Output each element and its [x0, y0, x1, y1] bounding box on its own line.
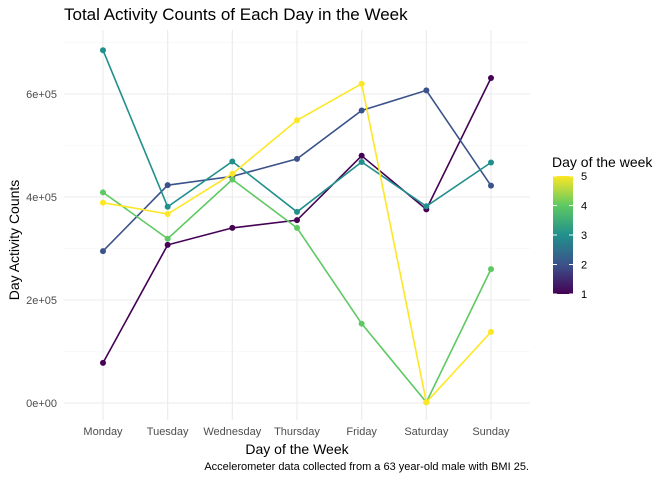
data-point [294, 155, 300, 162]
data-point [100, 47, 106, 54]
data-point [164, 210, 171, 217]
y-tick-label: 6e+05 [26, 89, 57, 101]
x-tick-label: Wednesday [203, 426, 261, 438]
data-point [164, 203, 171, 210]
data-point [488, 182, 494, 189]
data-point [229, 170, 236, 177]
data-point [100, 189, 106, 196]
data-point [100, 199, 106, 206]
legend-tick-label: 5 [581, 171, 587, 183]
legend-ticks: 1 2 3 4 5 [553, 171, 587, 301]
data-point [294, 224, 300, 231]
y-tick-label: 0e+00 [26, 398, 57, 410]
x-tick-label: Sunday [472, 426, 510, 438]
x-axis-title: Day of the Week [245, 441, 349, 457]
data-point [164, 235, 171, 242]
series-week-1 [100, 75, 494, 366]
series-week-3 [100, 47, 494, 215]
data-point [423, 203, 430, 210]
legend-colorbar [553, 176, 573, 294]
data-point [358, 80, 365, 87]
data-point [423, 399, 430, 406]
x-tick-label: Thursday [274, 426, 320, 438]
data-series [100, 47, 494, 406]
legend-title: Day of the week [552, 154, 653, 170]
x-tick-label: Tuesday [147, 426, 189, 438]
chart-caption: Accelerometer data collected from a 63 y… [204, 461, 529, 473]
data-point [358, 320, 365, 327]
grid-lines [64, 30, 530, 420]
series-week-5 [100, 80, 494, 406]
legend-tick-label: 3 [581, 230, 587, 242]
y-axis-title: Day Activity Counts [6, 180, 22, 301]
data-point [488, 266, 494, 273]
legend-tick-label: 2 [581, 260, 587, 272]
data-point [358, 107, 365, 114]
chart-title: Total Activity Counts of Each Day in the… [64, 5, 408, 24]
data-point [294, 117, 300, 124]
data-point [229, 176, 236, 183]
legend-tick-label: 1 [581, 289, 587, 301]
x-tick-label: Friday [346, 426, 377, 438]
legend: Day of the week 1 2 3 4 5 [552, 154, 653, 301]
x-axis-ticks: Monday Tuesday Wednesday Thursday Friday Satu… [83, 426, 510, 438]
data-point [229, 224, 236, 231]
y-tick-label: 2e+05 [26, 295, 57, 307]
x-tick-label: Saturday [404, 426, 449, 438]
data-point [294, 208, 300, 215]
data-point [423, 87, 430, 94]
data-point [488, 75, 494, 82]
data-point [488, 328, 494, 335]
data-point [229, 158, 236, 165]
legend-tick-label: 4 [581, 201, 587, 213]
y-axis-ticks: 0e+00 2e+05 4e+05 6e+05 [26, 89, 57, 410]
data-point [488, 159, 494, 166]
data-point [164, 182, 171, 189]
data-point [100, 248, 106, 255]
data-point [100, 359, 106, 366]
data-point [358, 158, 365, 165]
data-point [358, 152, 365, 159]
data-point [164, 241, 171, 248]
x-tick-label: Monday [83, 426, 123, 438]
y-tick-label: 4e+05 [26, 192, 57, 204]
data-point [294, 217, 300, 224]
